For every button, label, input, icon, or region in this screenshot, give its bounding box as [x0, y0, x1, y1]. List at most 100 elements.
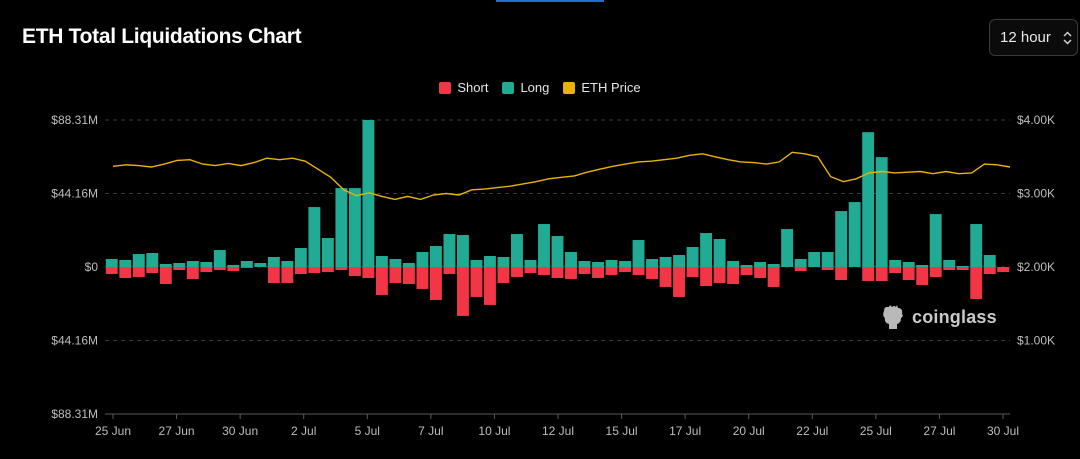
long-bar: [227, 265, 240, 267]
long-bar: [713, 239, 726, 267]
short-bar: [470, 267, 483, 297]
short-bar: [929, 267, 942, 277]
short-bar: [578, 267, 591, 274]
short-bar: [862, 267, 875, 281]
short-bar: [240, 267, 253, 268]
long-bar: [619, 261, 631, 267]
x-tick-label: 20 Jul: [733, 424, 765, 438]
short-bar: [956, 267, 969, 270]
watermark-text: coinglass: [912, 306, 997, 327]
x-tick-label: 25 Jul: [860, 424, 892, 438]
short-bar: [348, 267, 361, 276]
short-bar: [227, 267, 240, 271]
chart-legend: Short Long ETH Price: [0, 80, 1080, 95]
long-bar: [524, 260, 537, 267]
short-bar: [916, 267, 929, 285]
legend-swatch-short: [439, 81, 452, 94]
short-bar: [565, 267, 577, 279]
legend-swatch-long: [502, 81, 515, 94]
long-bar: [929, 214, 942, 267]
x-tick-label: 27 Jun: [159, 424, 195, 438]
short-bar: [821, 267, 834, 270]
x-tick-label: 30 Jun: [222, 424, 258, 438]
interval-select[interactable]: 12 hour: [989, 19, 1078, 56]
long-bar: [240, 261, 253, 267]
long-bar: [983, 255, 996, 267]
short-bar: [281, 267, 294, 283]
long-bar: [389, 259, 402, 267]
long-bar: [592, 262, 604, 267]
long-bar: [281, 261, 294, 267]
short-bar: [484, 267, 496, 305]
long-bar: [213, 250, 226, 267]
long-bar: [294, 248, 307, 267]
short-bar: [754, 267, 767, 278]
short-bar: [794, 267, 807, 271]
short-bar: [321, 267, 334, 272]
x-tick-label: 2 Jul: [291, 424, 316, 438]
eth-price-line: [112, 151, 1011, 201]
short-bar: [740, 267, 753, 275]
x-tick-label: 12 Jul: [542, 424, 574, 438]
short-bar: [970, 267, 983, 299]
legend-item-long[interactable]: Long: [502, 80, 549, 95]
long-bar: [200, 262, 213, 267]
chart-bars: [105, 120, 1010, 316]
long-bar: [673, 255, 686, 267]
short-bar: [902, 267, 915, 280]
short-bar: [632, 267, 645, 275]
short-bar: [997, 267, 1010, 272]
short-bar: [159, 267, 172, 284]
chevron-up-down-icon: [1057, 30, 1077, 45]
short-bar: [105, 267, 118, 274]
short-bar: [943, 267, 956, 270]
price-line-layer: [112, 151, 1011, 201]
short-bar: [173, 267, 186, 270]
y-left-tick-label: $0: [85, 260, 99, 274]
short-bar: [146, 267, 159, 273]
coinglass-watermark: coinglass: [880, 304, 997, 330]
left-axis-labels: $88.31M $44.16M $0 $44.16M $88.31M: [51, 113, 98, 421]
long-bar: [538, 224, 550, 267]
x-tick-label: 22 Jul: [796, 424, 828, 438]
long-bar: [740, 265, 753, 267]
coinglass-logo-icon: [883, 305, 903, 329]
y-right-tick-label: $3.00K: [1017, 187, 1055, 201]
short-bar: [457, 267, 469, 316]
y-right-tick-label: $2.00K: [1017, 260, 1055, 274]
x-tick-label: 27 Jul: [923, 424, 955, 438]
long-bar: [956, 266, 969, 267]
long-bar: [754, 262, 767, 267]
short-bar: [375, 267, 388, 295]
short-bar: [416, 267, 429, 289]
long-bar: [916, 265, 929, 267]
y-left-tick-label: $88.31M: [51, 113, 98, 127]
short-bar: [983, 267, 996, 274]
long-bar: [875, 157, 888, 267]
short-bar: [335, 267, 348, 270]
short-bar: [605, 267, 618, 275]
long-bar: [416, 252, 429, 267]
long-bar: [970, 224, 983, 267]
long-bar: [848, 202, 861, 267]
long-bar: [497, 257, 510, 267]
right-axis-labels: $4.00K $3.00K $2.00K $1.00K: [1017, 113, 1055, 348]
short-bar: [619, 267, 631, 272]
short-bar: [389, 267, 402, 283]
short-bar: [213, 267, 226, 270]
legend-item-eth-price[interactable]: ETH Price: [563, 80, 641, 95]
short-bar: [538, 267, 550, 275]
legend-item-short[interactable]: Short: [439, 80, 488, 95]
legend-label-long: Long: [520, 80, 550, 95]
long-bar: [835, 211, 848, 267]
long-bar: [348, 188, 361, 267]
long-bar: [632, 240, 645, 267]
long-bar: [186, 261, 199, 267]
y-left-tick-label: $88.31M: [51, 407, 98, 421]
short-bar: [551, 267, 564, 278]
short-bar: [673, 267, 686, 297]
long-bar: [511, 234, 523, 267]
long-bar: [429, 246, 442, 267]
short-bar: [267, 267, 280, 283]
long-bar: [700, 233, 713, 267]
